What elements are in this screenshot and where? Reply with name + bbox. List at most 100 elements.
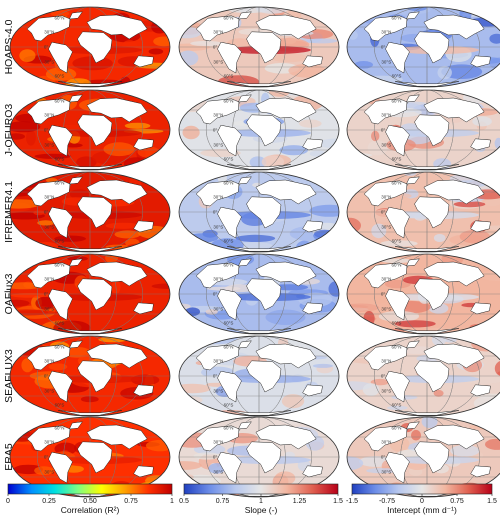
south-america-landmass — [217, 451, 242, 484]
south-america-landmass — [385, 206, 410, 239]
eurasia-landmass — [423, 343, 485, 369]
colorbar-correlation: 0 0.25 0.50 0.75 1 Correlation (R²) — [6, 483, 174, 515]
lat-label: 30°N — [44, 439, 54, 444]
lat-label: 60°N — [391, 99, 401, 104]
africa-landmass — [77, 441, 113, 474]
eurasia-landmass — [86, 424, 148, 450]
greenland-landmass — [405, 340, 420, 349]
lat-label: 30°S — [44, 60, 54, 65]
map-panel-slope-j-ofuro3: 60°N 30°N 0° 30°S 60°S — [178, 89, 340, 171]
north-america-landmass — [195, 98, 240, 125]
africa-landmass — [414, 31, 450, 64]
north-america-landmass — [26, 98, 71, 125]
lat-label: 30°S — [381, 389, 391, 394]
map-panel-correlation-oaflux3: 60°N 30°N 0° 30°S 60°S — [9, 253, 171, 335]
south-america-landmass — [385, 370, 410, 403]
south-america-landmass — [217, 370, 242, 403]
lat-label: 0° — [381, 128, 386, 133]
lat-label: 60°S — [224, 73, 234, 78]
lat-label: 30°N — [44, 29, 54, 34]
colorbar-intercept: -1.5 -0.75 0 0.75 1.5 Intercept (mm d⁻¹) — [346, 483, 497, 515]
lat-label: 30°S — [44, 389, 54, 394]
colorbar-tick-label: 1.25 — [293, 498, 307, 505]
antarctica-landmass — [395, 164, 459, 170]
lat-label: 60°N — [54, 181, 64, 186]
lat-label: 0° — [381, 455, 386, 460]
eurasia-landmass — [423, 97, 485, 123]
eurasia-landmass — [423, 261, 485, 287]
lat-label: 30°N — [213, 29, 223, 34]
lat-label: 60°S — [55, 238, 65, 243]
north-america-landmass — [195, 262, 240, 289]
greenland-landmass — [237, 258, 252, 267]
eurasia-landmass — [86, 343, 148, 369]
lat-label: 30°S — [44, 225, 54, 230]
colorbar-tick-label: 1.5 — [487, 498, 497, 505]
lat-label: 60°S — [392, 73, 402, 78]
greenland-landmass — [237, 421, 252, 430]
lat-label: 60°S — [55, 156, 65, 161]
lat-label: 60°N — [54, 16, 64, 21]
row-labels: HOAPS-4.0J-OFURO3IFREMER4.1OAFlux3SEAFLU… — [3, 19, 15, 470]
africa-landmass — [246, 360, 282, 393]
lat-label: 30°N — [213, 276, 223, 281]
lat-label: 30°S — [213, 389, 223, 394]
map-panel-correlation-hoaps-4-0: 60°N 30°N 0° 30°S 60°S — [9, 6, 171, 88]
australia-landmass — [133, 138, 154, 151]
lat-label: 30°N — [381, 439, 391, 444]
colorbars: 0 0.25 0.50 0.75 1 Correlation (R²) 0.5 0.75 1 1.… — [6, 483, 497, 515]
lat-label: 60°S — [55, 73, 65, 78]
row-label-ifremer4-1: IFREMER4.1 — [3, 181, 15, 243]
north-america-landmass — [26, 262, 71, 289]
africa-landmass — [246, 441, 282, 474]
eurasia-landmass — [255, 14, 317, 40]
australia-landmass — [302, 302, 323, 315]
lat-label: 30°N — [381, 194, 391, 199]
lat-label: 60°N — [223, 181, 233, 186]
lat-label: 30°S — [381, 307, 391, 312]
map-panel-correlation-seaflux3: 60°N 30°N 0° 30°S 60°S — [9, 335, 171, 417]
eurasia-landmass — [423, 424, 485, 450]
antarctica-landmass — [395, 328, 459, 334]
lat-label: 60°S — [392, 238, 402, 243]
africa-landmass — [77, 360, 113, 393]
eurasia-landmass — [86, 179, 148, 205]
eurasia-landmass — [255, 97, 317, 123]
antarctica-landmass — [395, 410, 459, 416]
australia-landmass — [470, 138, 491, 151]
lat-label: 30°S — [213, 60, 223, 65]
lat-label: 30°N — [381, 29, 391, 34]
lat-label: 60°S — [392, 402, 402, 407]
antarctica-landmass — [227, 81, 291, 87]
colorbar-tick-label: 0.50 — [83, 498, 97, 505]
lat-label: 60°N — [391, 16, 401, 21]
eurasia-landmass — [255, 424, 317, 450]
colorbar-tick-label: 0 — [420, 498, 424, 505]
colorbar-title: Slope (-) — [245, 505, 278, 515]
lat-label: 30°N — [381, 112, 391, 117]
map-panel-intercept-era5: 60°N30°N0°30°S60°S — [346, 416, 500, 498]
south-america-landmass — [48, 370, 73, 403]
south-america-landmass — [385, 288, 410, 321]
lat-label: 0° — [44, 292, 49, 297]
antarctica-landmass — [227, 328, 291, 334]
africa-landmass — [77, 31, 113, 64]
greenland-landmass — [68, 11, 83, 20]
greenland-landmass — [68, 258, 83, 267]
north-america-landmass — [363, 262, 408, 289]
row-label-hoaps-4-0: HOAPS-4.0 — [3, 19, 15, 74]
lat-label: 0° — [44, 210, 49, 215]
australia-landmass — [302, 138, 323, 151]
greenland-landmass — [68, 421, 83, 430]
lat-label: 60°S — [224, 156, 234, 161]
map-panel-slope-era5: 60°N30°N0°30°S60°S — [178, 416, 340, 498]
map-panel-intercept-j-ofuro3: 60°N 30°N 0° 30°S 60°S — [346, 89, 500, 171]
antarctica-landmass — [58, 164, 122, 170]
eurasia-landmass — [86, 261, 148, 287]
colorbar-title: Intercept (mm d⁻¹) — [387, 505, 457, 515]
lat-label: 30°N — [44, 194, 54, 199]
lat-label: 0° — [381, 374, 386, 379]
lat-label: 30°S — [381, 143, 391, 148]
lat-label: 60°N — [54, 345, 64, 350]
lat-label: 30°S — [213, 143, 223, 148]
